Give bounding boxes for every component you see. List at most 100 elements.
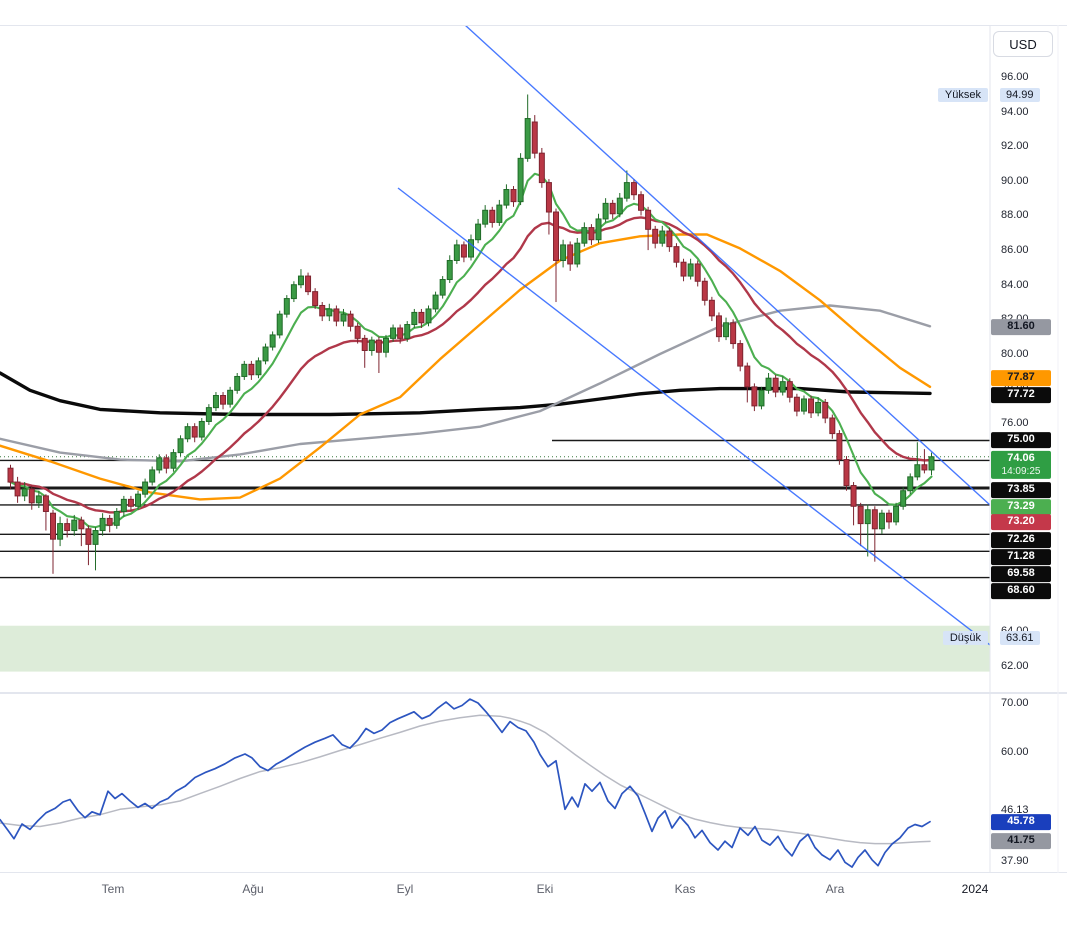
price-label-chip: 72.26 [991,532,1051,548]
candle-down [460,244,467,258]
time-axis-month-label: Kas [674,882,696,896]
candle-down [220,395,227,405]
candle-down [730,322,737,345]
candle-up [595,218,602,241]
candle-up [283,298,290,315]
price-axis-tick: 84.00 [1001,278,1029,291]
candle-up [496,204,503,223]
candle-down [375,339,382,353]
candle-up [864,509,871,525]
candle-up [623,182,630,199]
candle-up [21,488,28,497]
candle-down [843,459,850,487]
candle-up [404,324,411,339]
rsi-line [0,698,931,868]
price-scale[interactable]: 96.0094.0092.0090.0088.0086.0084.0082.00… [937,25,1067,873]
time-scale[interactable]: Tem Ağu Eyl Eki Kas Ara 2024 [0,873,1067,939]
candle-down [50,512,57,540]
candle-up [255,360,262,376]
price-label-chip: 74.06 14:09:25 [991,450,1051,480]
price-label-chip: 75.00 [991,432,1051,448]
candle-up [765,377,772,391]
candle-up [57,523,64,540]
candle-up [411,311,418,326]
rsi-ma-line [0,714,931,845]
ema-fast-green-line [9,172,933,529]
candle-down [347,313,354,327]
candle-up [276,313,283,336]
candle-down [319,304,326,317]
price-label-chip: 77.72 [991,387,1051,403]
candle-up [616,197,623,215]
candle-down [163,457,170,469]
candle-down [793,396,800,412]
low-marker-value: 63.61 [1000,631,1040,645]
candle-up [156,457,163,471]
candle-up [723,322,730,338]
candle-down [531,121,538,154]
candle-down [333,308,340,322]
candle-down [638,194,645,211]
candle-down [673,246,680,263]
candle-down [64,523,71,532]
candle-up [390,327,397,339]
rsi-axis-tick: 70.00 [1001,697,1029,709]
candle-down [630,182,637,196]
candle-up [234,375,241,391]
candle-up [779,381,786,393]
time-axis-month-label: Ara [825,882,845,896]
time-axis-month-label: Tem [101,882,125,896]
price-label-chip: 73.20 [991,514,1051,530]
candle-down [127,498,134,507]
time-axis-month-label: Eki [536,882,554,896]
ema-slow-red-line [9,216,933,514]
price-axis-tick: 92.00 [1001,140,1029,153]
candle-down [78,519,85,530]
candle-up [517,157,524,203]
candle-up [368,339,375,351]
candle-up [758,389,765,407]
candle-up [149,469,156,483]
price-label-chip: 45.78 [991,814,1051,830]
candle-up [120,498,127,512]
candle-up [135,493,142,507]
candle-up [467,239,474,258]
price-axis-tick: 94.00 [1001,105,1029,118]
candle-up [907,476,914,492]
high-marker-label: Yüksek [937,88,988,102]
candle-up [290,284,297,300]
trendline [464,24,991,506]
candle-up [269,334,276,348]
currency-toggle-button[interactable]: USD [993,31,1053,57]
candle-up [184,426,191,440]
candle-down [312,291,319,306]
candle-down [871,509,878,530]
price-axis-tick: 90.00 [1001,174,1029,187]
candle-down [772,377,779,393]
candle-down [921,464,928,471]
candle-up [560,244,567,261]
candle-up [659,230,666,244]
ma-orange-line [0,233,932,501]
candle-down [397,327,404,339]
candle-up [92,530,99,545]
price-axis-tick: 76.00 [1001,417,1029,430]
price-label-chip: 77.87 [991,370,1051,386]
candle-down [545,182,552,213]
candle-down [489,209,496,223]
candle-down [751,386,758,407]
candle-down [857,505,864,525]
support-zone [0,625,990,672]
candle-down [885,512,892,523]
candle-up [212,395,219,409]
candle-up [326,308,333,317]
candle-up [142,481,149,495]
price-label-chip: 71.28 [991,549,1051,565]
candle-up [453,244,460,261]
time-axis-month-label: Ağu [242,882,264,896]
candle-up [602,202,609,220]
candle-down [666,230,673,248]
candle-down [701,280,708,301]
candle-down [248,363,255,376]
